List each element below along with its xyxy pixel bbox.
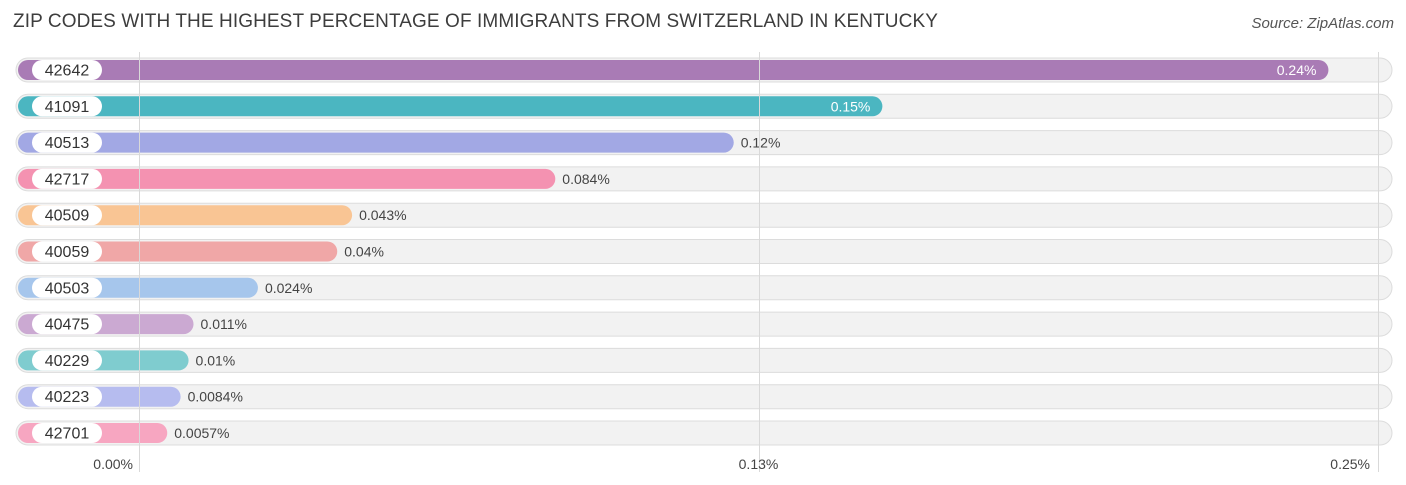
bar bbox=[18, 60, 1329, 80]
bar-row: 40503 0.024% bbox=[15, 275, 1393, 301]
category-pill bbox=[32, 96, 102, 117]
value-label: 0.12% bbox=[741, 135, 781, 151]
x-tick-label: 0.00% bbox=[93, 456, 133, 472]
category-label: 42701 bbox=[45, 426, 90, 443]
category-pill bbox=[32, 423, 102, 443]
category-pill bbox=[32, 386, 102, 407]
bar bbox=[18, 205, 353, 226]
bar-row: 40229 0.01% bbox=[15, 347, 1393, 373]
value-label: 0.0057% bbox=[174, 425, 229, 441]
bar-track bbox=[15, 420, 1393, 446]
category-label: 40229 bbox=[45, 353, 90, 370]
category-label: 40509 bbox=[45, 208, 90, 225]
category-pill bbox=[32, 168, 102, 189]
value-label: 0.011% bbox=[201, 316, 247, 332]
category-pill bbox=[32, 241, 102, 262]
value-label: 0.084% bbox=[562, 171, 609, 187]
x-tick-label: 0.25% bbox=[1330, 456, 1370, 472]
x-tick-label: 0.13% bbox=[739, 456, 779, 472]
value-label: 0.0084% bbox=[188, 389, 243, 405]
grid-lines bbox=[139, 52, 1379, 472]
bar-track bbox=[15, 275, 1393, 301]
bar bbox=[18, 96, 883, 117]
category-label: 40513 bbox=[45, 135, 90, 152]
category-label: 42717 bbox=[45, 171, 90, 188]
bar-track bbox=[15, 202, 1393, 228]
category-label: 40503 bbox=[45, 280, 90, 297]
bar-row: 40509 0.043% bbox=[15, 202, 1393, 228]
category-label: 40475 bbox=[45, 317, 90, 334]
bar-rows: 42642 0.24% 41091 0.15% 40513 0.12% 42717 0.084… bbox=[15, 57, 1393, 446]
bar-track bbox=[15, 311, 1393, 337]
bar bbox=[18, 168, 556, 189]
bar-track bbox=[15, 347, 1393, 373]
bar-row: 41091 0.15% bbox=[15, 93, 1393, 119]
chart-title: ZIP CODES WITH THE HIGHEST PERCENTAGE OF… bbox=[13, 11, 938, 32]
bar-row: 40059 0.04% bbox=[15, 239, 1393, 264]
category-pill bbox=[32, 132, 102, 153]
source-attribution: Source: ZipAtlas.com bbox=[1251, 15, 1394, 32]
value-label: 0.04% bbox=[344, 244, 384, 260]
category-pill bbox=[32, 60, 102, 80]
bar-row: 42701 0.0057% bbox=[15, 420, 1393, 446]
category-pill bbox=[32, 277, 102, 298]
value-label: 0.01% bbox=[196, 352, 236, 368]
category-pill bbox=[32, 205, 102, 226]
value-label: 0.043% bbox=[359, 207, 406, 223]
bar-row: 40513 0.12% bbox=[15, 130, 1393, 156]
category-pill bbox=[32, 314, 102, 335]
value-label: 0.15% bbox=[831, 98, 871, 114]
category-pill bbox=[32, 350, 102, 371]
bar-row: 40475 0.011% bbox=[15, 311, 1393, 337]
bar bbox=[18, 132, 734, 153]
bar-track bbox=[15, 384, 1393, 410]
value-label: 0.24% bbox=[1277, 62, 1317, 78]
bar-row: 40223 0.0084% bbox=[15, 384, 1393, 410]
value-label: 0.024% bbox=[265, 280, 312, 296]
bar-track bbox=[15, 239, 1393, 264]
category-label: 40059 bbox=[45, 244, 90, 261]
category-label: 40223 bbox=[45, 389, 90, 406]
x-axis-ticks: 0.00% 0.13% 0.25% bbox=[93, 456, 1370, 472]
bar-row: 42717 0.084% bbox=[15, 166, 1393, 192]
category-label: 41091 bbox=[45, 99, 90, 116]
category-label: 42642 bbox=[45, 63, 90, 80]
bar-row: 42642 0.24% bbox=[15, 57, 1393, 83]
